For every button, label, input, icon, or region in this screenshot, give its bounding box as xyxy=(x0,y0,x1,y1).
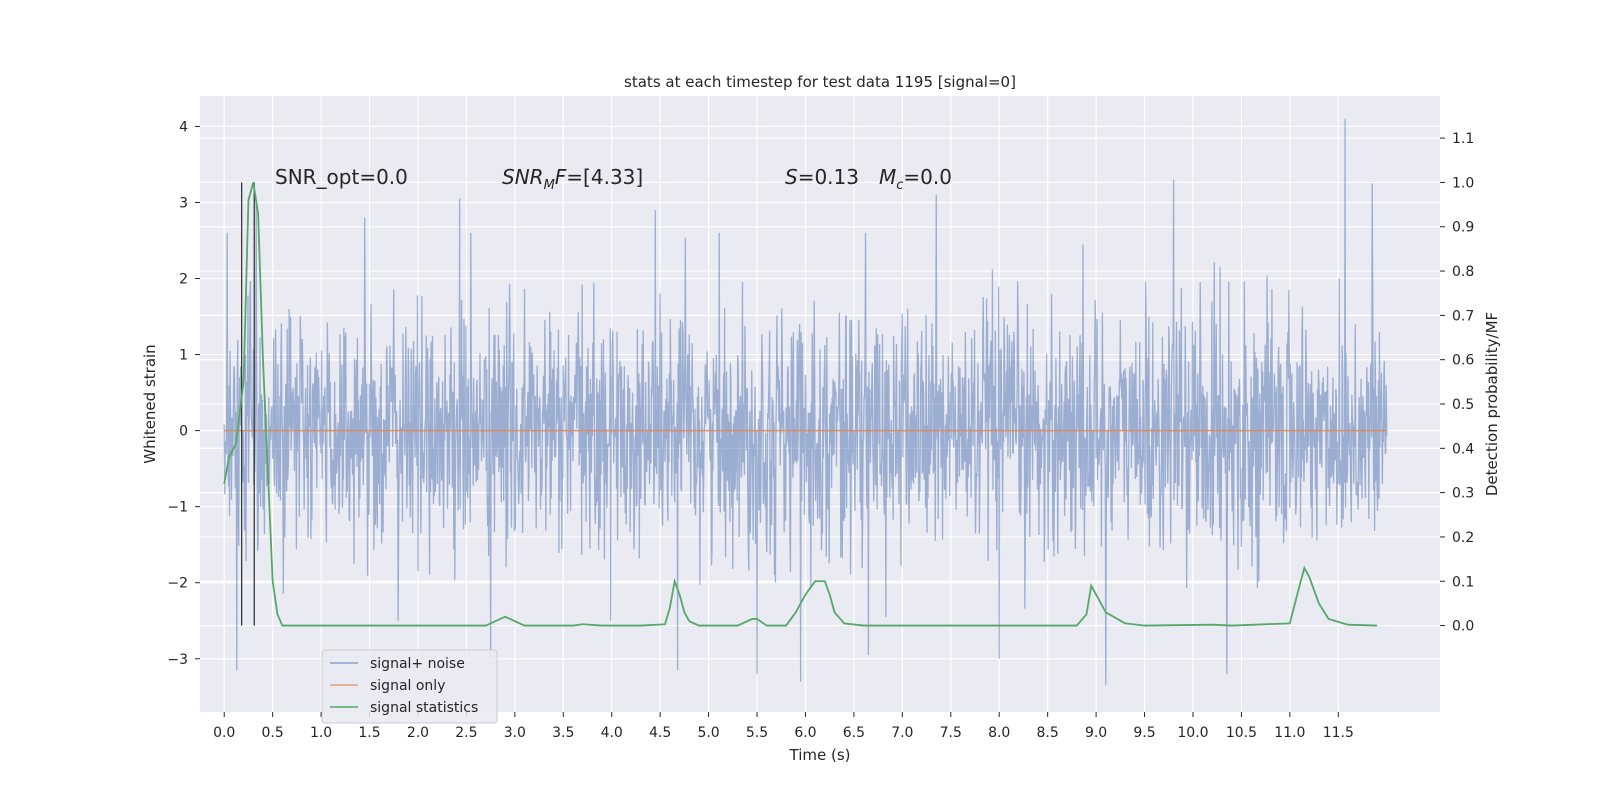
y2-tick-label: 0.0 xyxy=(1452,619,1474,635)
x-tick-label: 5.5 xyxy=(746,725,768,741)
x-axis-ticks: 0.0 0.5 1.0 1.5 2.0 2.5 3.0 3.5 4.0 4.5 5.0 5.5 6.0 6… xyxy=(213,712,1354,741)
y2-tick-label: 1.1 xyxy=(1452,131,1474,147)
y-tick-label: 1 xyxy=(179,348,188,364)
x-tick-label: 5.0 xyxy=(697,725,719,741)
annotation-snr-opt: SNR_opt=0.0 xyxy=(275,165,408,189)
x-tick-label: 0.5 xyxy=(262,725,284,741)
x-tick-label: 8.5 xyxy=(1037,725,1059,741)
y2-tick-label: 0.4 xyxy=(1452,441,1474,457)
annotation-snr-mf-value: =[4.33] xyxy=(566,165,643,189)
x-tick-label: 2.0 xyxy=(407,725,429,741)
y2-tick-label: 0.3 xyxy=(1452,486,1474,502)
y2-tick-label: 0.9 xyxy=(1452,220,1474,236)
legend-box xyxy=(321,649,498,724)
x-tick-label: 11.5 xyxy=(1323,725,1354,741)
y-tick-label: 2 xyxy=(179,272,188,288)
annotation-s: S=0.13 xyxy=(785,165,859,189)
x-tick-label: 1.5 xyxy=(358,725,380,741)
x-tick-label: 10.5 xyxy=(1226,725,1257,741)
series-signal-statistics xyxy=(223,182,1378,627)
annotation-mc-value: =0.0 xyxy=(903,165,952,189)
y2-tick-label: 0.8 xyxy=(1452,264,1474,280)
legend-label-signal-statistics: signal statistics xyxy=(370,700,478,716)
x-axis-label: Time (s) xyxy=(789,746,851,764)
y-axis-ticks: −3 −2 −1 0 1 2 3 4 xyxy=(167,119,200,668)
annotation-s-symbol: S xyxy=(785,165,798,189)
legend: signal+ noise signal only signal statist… xyxy=(321,649,498,724)
annotation-snr-mf-main: SNR xyxy=(502,165,544,189)
x-tick-label: 4.0 xyxy=(601,725,623,741)
y-tick-label: −1 xyxy=(167,500,188,516)
x-tick-label: 9.0 xyxy=(1085,725,1107,741)
y2-axis-label: Detection probability/MF xyxy=(1483,312,1501,496)
x-tick-label: 10.0 xyxy=(1177,725,1208,741)
annotation-mc-sub: c xyxy=(896,178,903,193)
y2-tick-label: 0.2 xyxy=(1452,530,1474,546)
x-tick-label: 4.5 xyxy=(649,725,671,741)
x-tick-label: 8.0 xyxy=(988,725,1010,741)
x-tick-label: 6.0 xyxy=(794,725,816,741)
series-signal-noise xyxy=(223,118,1388,686)
chart-title: stats at each timestep for test data 119… xyxy=(624,73,1016,91)
annotation-snr-mf: SNRMF=[4.33] xyxy=(502,165,643,193)
annotation-mc: Mc=0.0 xyxy=(879,165,952,193)
signal-noise-line xyxy=(223,118,1388,686)
y-tick-label: −3 xyxy=(167,652,188,668)
y2-tick-label: 0.7 xyxy=(1452,308,1474,324)
signal-statistics-line xyxy=(223,182,1378,627)
y2-tick-label: 1.0 xyxy=(1452,175,1474,191)
x-tick-label: 3.0 xyxy=(504,725,526,741)
y2-tick-label: 0.5 xyxy=(1452,397,1474,413)
x-tick-label: 3.5 xyxy=(552,725,574,741)
y-tick-label: 4 xyxy=(179,119,188,135)
y-tick-label: 3 xyxy=(179,195,188,211)
x-tick-label: 1.0 xyxy=(310,725,332,741)
x-tick-label: 9.5 xyxy=(1133,725,1155,741)
y-axis-label: Whitened strain xyxy=(141,344,159,463)
legend-label-signal-only: signal only xyxy=(370,678,445,694)
y2-tick-label: 0.1 xyxy=(1452,574,1474,590)
x-tick-label: 0.0 xyxy=(213,725,235,741)
annotation-snr-mf-sub: M xyxy=(544,178,555,193)
annotation-mc-symbol: M xyxy=(879,165,896,189)
legend-label-signal-noise: signal+ noise xyxy=(370,656,465,672)
x-tick-label: 7.0 xyxy=(891,725,913,741)
x-tick-label: 6.5 xyxy=(843,725,865,741)
y-tick-label: −2 xyxy=(167,576,188,592)
y2-tick-label: 0.6 xyxy=(1452,353,1474,369)
x-tick-label: 7.5 xyxy=(940,725,962,741)
x-tick-label: 2.5 xyxy=(455,725,477,741)
x-tick-label: 11.0 xyxy=(1274,725,1305,741)
annotation-s-value: =0.13 xyxy=(798,165,859,189)
y-tick-label: 0 xyxy=(179,424,188,440)
annotation-snr-mf-rest: F xyxy=(555,165,567,189)
y2-axis-ticks: 0.0 0.1 0.2 0.3 0.4 0.5 0.6 0.7 0.8 0.9 1.0 1.1 xyxy=(1440,131,1474,635)
